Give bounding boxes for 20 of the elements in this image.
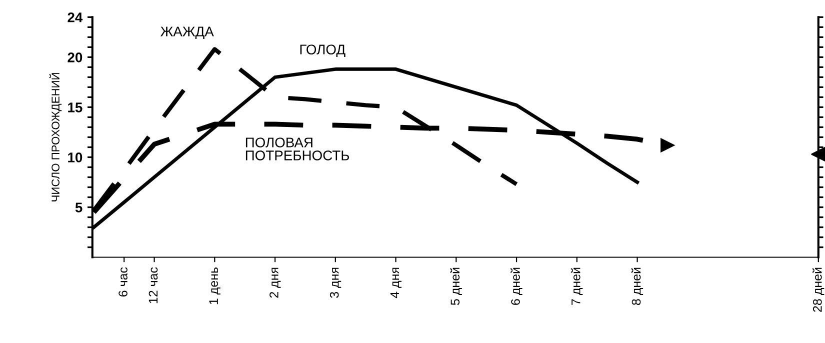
x-tick-label: 6 дней xyxy=(510,268,522,305)
series-label: ПОЛОВАЯ ПОТРЕБНОСТЬ xyxy=(246,138,350,160)
y-axis-title: ЧИСЛО ПРОХОЖДЕНИЙ xyxy=(49,73,62,202)
x-tick-label: 12 час xyxy=(148,267,158,304)
series-label: ГОЛОД xyxy=(300,44,346,58)
x-tick-label: 8 дней xyxy=(631,268,644,305)
y-tick-label: 10 xyxy=(68,152,82,162)
x-tick-label: 3 дня xyxy=(330,268,342,298)
y-tick-label: 24 xyxy=(68,12,83,22)
y-tick-label: 5 xyxy=(75,202,82,212)
x-tick-label: 6 час xyxy=(118,267,128,296)
x-tick-label: 1 день xyxy=(209,267,220,304)
x-tick-label: 4 дня xyxy=(390,268,402,298)
y-tick-label: 15 xyxy=(68,102,82,112)
series-label: ЖАЖДА xyxy=(160,26,214,40)
x-tick-label: 28 дней xyxy=(812,268,824,312)
x-tick-label: 5 дней xyxy=(450,268,462,306)
x-tick-label: 7 дней xyxy=(570,268,583,305)
y-tick-label: 20 xyxy=(68,52,82,62)
x-tick-label: 2 дня xyxy=(270,268,281,298)
